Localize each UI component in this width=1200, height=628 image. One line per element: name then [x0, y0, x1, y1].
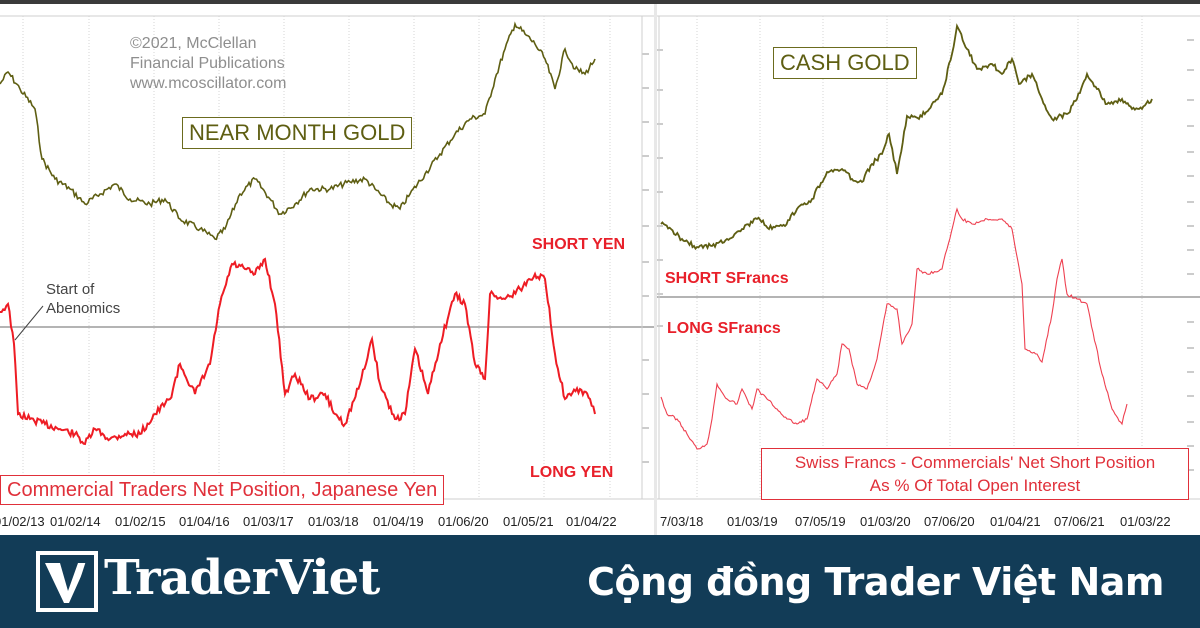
- x-tick: 01/02/15: [115, 514, 166, 529]
- x-tick: 01/04/21: [990, 514, 1041, 529]
- top-border: [0, 0, 1200, 4]
- chart-divider: [654, 4, 657, 535]
- long-sfrancs-label: LONG SFrancs: [667, 320, 781, 337]
- x-tick: 01/06/20: [438, 514, 489, 529]
- right-x-axis: 7/03/18 01/03/19 07/05/19 01/03/20 07/06…: [660, 514, 1180, 529]
- brand-name[interactable]: TraderViet: [104, 550, 380, 606]
- x-tick: 01/04/16: [179, 514, 230, 529]
- credit-line-1: ©2021, McClellan: [130, 35, 257, 52]
- left-x-axis: 01/02/13 01/02/14 01/02/15 01/04/16 01/0…: [0, 514, 626, 529]
- sfrancs-legend-box: Swiss Francs - Commercials' Net Short Po…: [761, 448, 1189, 500]
- right-chart-panel: CASH GOLD SHORT SFrancs LONG SFrancs Swi…: [657, 4, 1200, 535]
- x-tick: 01/03/20: [860, 514, 911, 529]
- v-logo-icon: [45, 560, 88, 603]
- copyright-credit: ©2021, McClellan Financial Publications …: [130, 34, 286, 94]
- x-tick: 01/03/18: [308, 514, 359, 529]
- traderviet-logo-icon[interactable]: [36, 551, 98, 612]
- x-tick: 01/05/21: [503, 514, 554, 529]
- short-yen-label: SHORT YEN: [532, 236, 626, 253]
- legend-line-2: As % Of Total Open Interest: [869, 476, 1081, 495]
- credit-line-2: Financial Publications: [130, 55, 285, 72]
- yen-legend-box: Commercial Traders Net Position, Japanes…: [0, 475, 445, 505]
- credit-line-3: www.mcoscillator.com: [130, 75, 287, 92]
- x-tick: 01/02/14: [50, 514, 101, 529]
- short-sfrancs-label: SHORT SFrancs: [665, 270, 789, 287]
- annotation-line-1: Start of: [46, 281, 95, 298]
- brand-footer: TraderViet Cộng đồng Trader Việt Nam: [0, 535, 1200, 628]
- x-tick: 01/03/17: [243, 514, 294, 529]
- x-tick: 01/04/19: [373, 514, 424, 529]
- x-tick: 01/03/22: [1120, 514, 1171, 529]
- x-tick: 07/05/19: [795, 514, 846, 529]
- x-tick: 01/03/19: [727, 514, 778, 529]
- x-tick: 01/04/22: [566, 514, 617, 529]
- abenomics-annotation: Start of Abenomics: [46, 280, 120, 318]
- x-tick: 07/06/20: [924, 514, 975, 529]
- cash-gold-label: CASH GOLD: [773, 47, 917, 79]
- x-tick: 01/02/13: [0, 514, 45, 529]
- annotation-line-2: Abenomics: [46, 300, 121, 317]
- x-tick: 07/06/21: [1054, 514, 1105, 529]
- left-chart-panel: ©2021, McClellan Financial Publications …: [0, 4, 654, 535]
- x-tick: 7/03/18: [660, 514, 704, 529]
- tagline: Cộng đồng Trader Việt Nam: [587, 560, 1164, 604]
- long-yen-label: LONG YEN: [530, 464, 614, 481]
- near-month-gold-label: NEAR MONTH GOLD: [182, 117, 413, 149]
- legend-line-1: Swiss Francs - Commercials' Net Short Po…: [794, 453, 1156, 472]
- left-chart-plot: [0, 15, 654, 500]
